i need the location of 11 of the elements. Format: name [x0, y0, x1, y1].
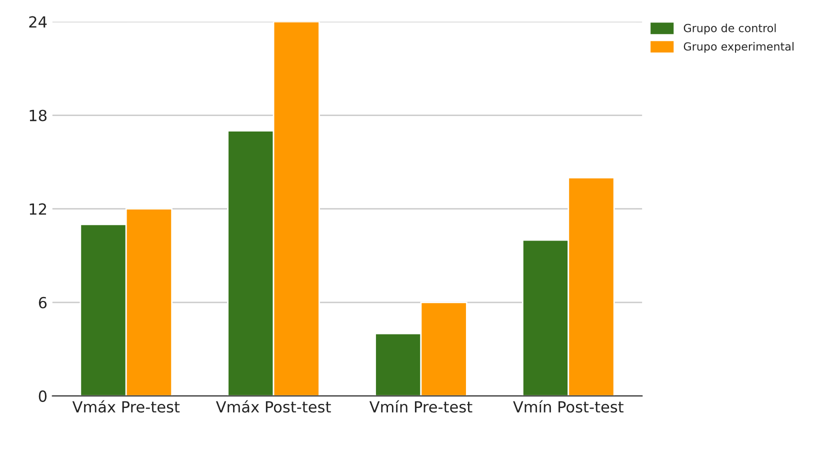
y-tick-label: 6 [38, 296, 47, 308]
y-tick-label: 12 [30, 203, 46, 215]
x-tick-label: Vmáx Pre-test [72, 400, 180, 413]
y-tick-label: 18 [30, 110, 47, 122]
legend-label: Grupo de control [684, 24, 776, 34]
legend-label: Grupo experimental [684, 42, 794, 53]
x-tick-label: Vmín Post-test [513, 400, 624, 413]
x-tick-label: Vmín Pre-test [369, 400, 472, 413]
y-tick-label: 24 [29, 16, 47, 28]
x-tick-label: Vmáx Post-test [216, 400, 331, 413]
y-tick-label: 0 [38, 390, 47, 402]
